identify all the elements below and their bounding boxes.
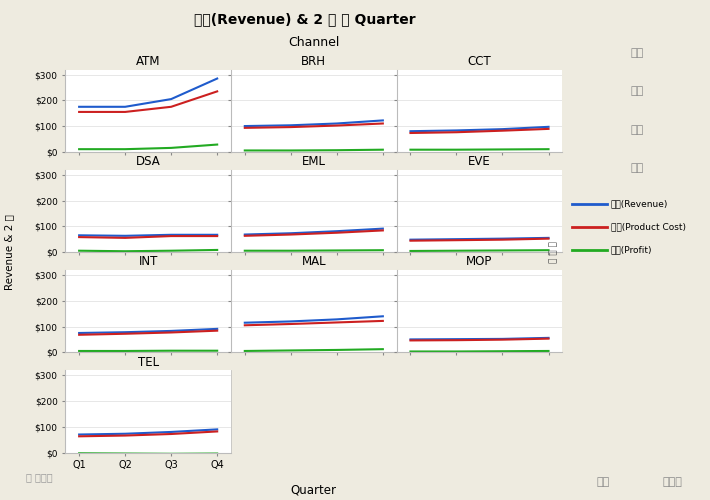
Text: 페이지: 페이지: [663, 477, 682, 487]
Text: 맵 셸이프: 맵 셸이프: [26, 472, 53, 482]
Text: 색상: 색상: [630, 86, 644, 97]
Text: 평균(Product Cost): 평균(Product Cost): [611, 222, 686, 232]
Text: 평균(Revenue) & 2 등 대 Quarter: 평균(Revenue) & 2 등 대 Quarter: [195, 12, 416, 26]
Text: INT: INT: [138, 256, 158, 268]
Text: Revenue & 2 등: Revenue & 2 등: [4, 214, 14, 290]
Text: 크기: 크기: [630, 125, 644, 135]
Text: Quarter: Quarter: [291, 484, 337, 496]
Text: 평균(Revenue): 평균(Revenue): [611, 200, 668, 208]
Text: MOP: MOP: [466, 256, 493, 268]
Text: 평균(Profit): 평균(Profit): [611, 246, 652, 255]
Text: 구간: 구간: [630, 164, 644, 173]
Text: Channel: Channel: [288, 36, 339, 49]
Text: EVE: EVE: [468, 155, 491, 168]
Text: 사 년 도: 사 년 도: [550, 241, 558, 263]
Text: 증첩: 증첩: [630, 48, 644, 58]
Text: ATM: ATM: [136, 55, 160, 68]
Text: 빈도: 빈도: [597, 477, 610, 487]
Text: EML: EML: [302, 155, 326, 168]
Text: CCT: CCT: [468, 55, 491, 68]
Text: TEL: TEL: [138, 356, 159, 368]
Text: DSA: DSA: [136, 155, 160, 168]
Text: MAL: MAL: [302, 256, 326, 268]
Text: BRH: BRH: [301, 55, 327, 68]
